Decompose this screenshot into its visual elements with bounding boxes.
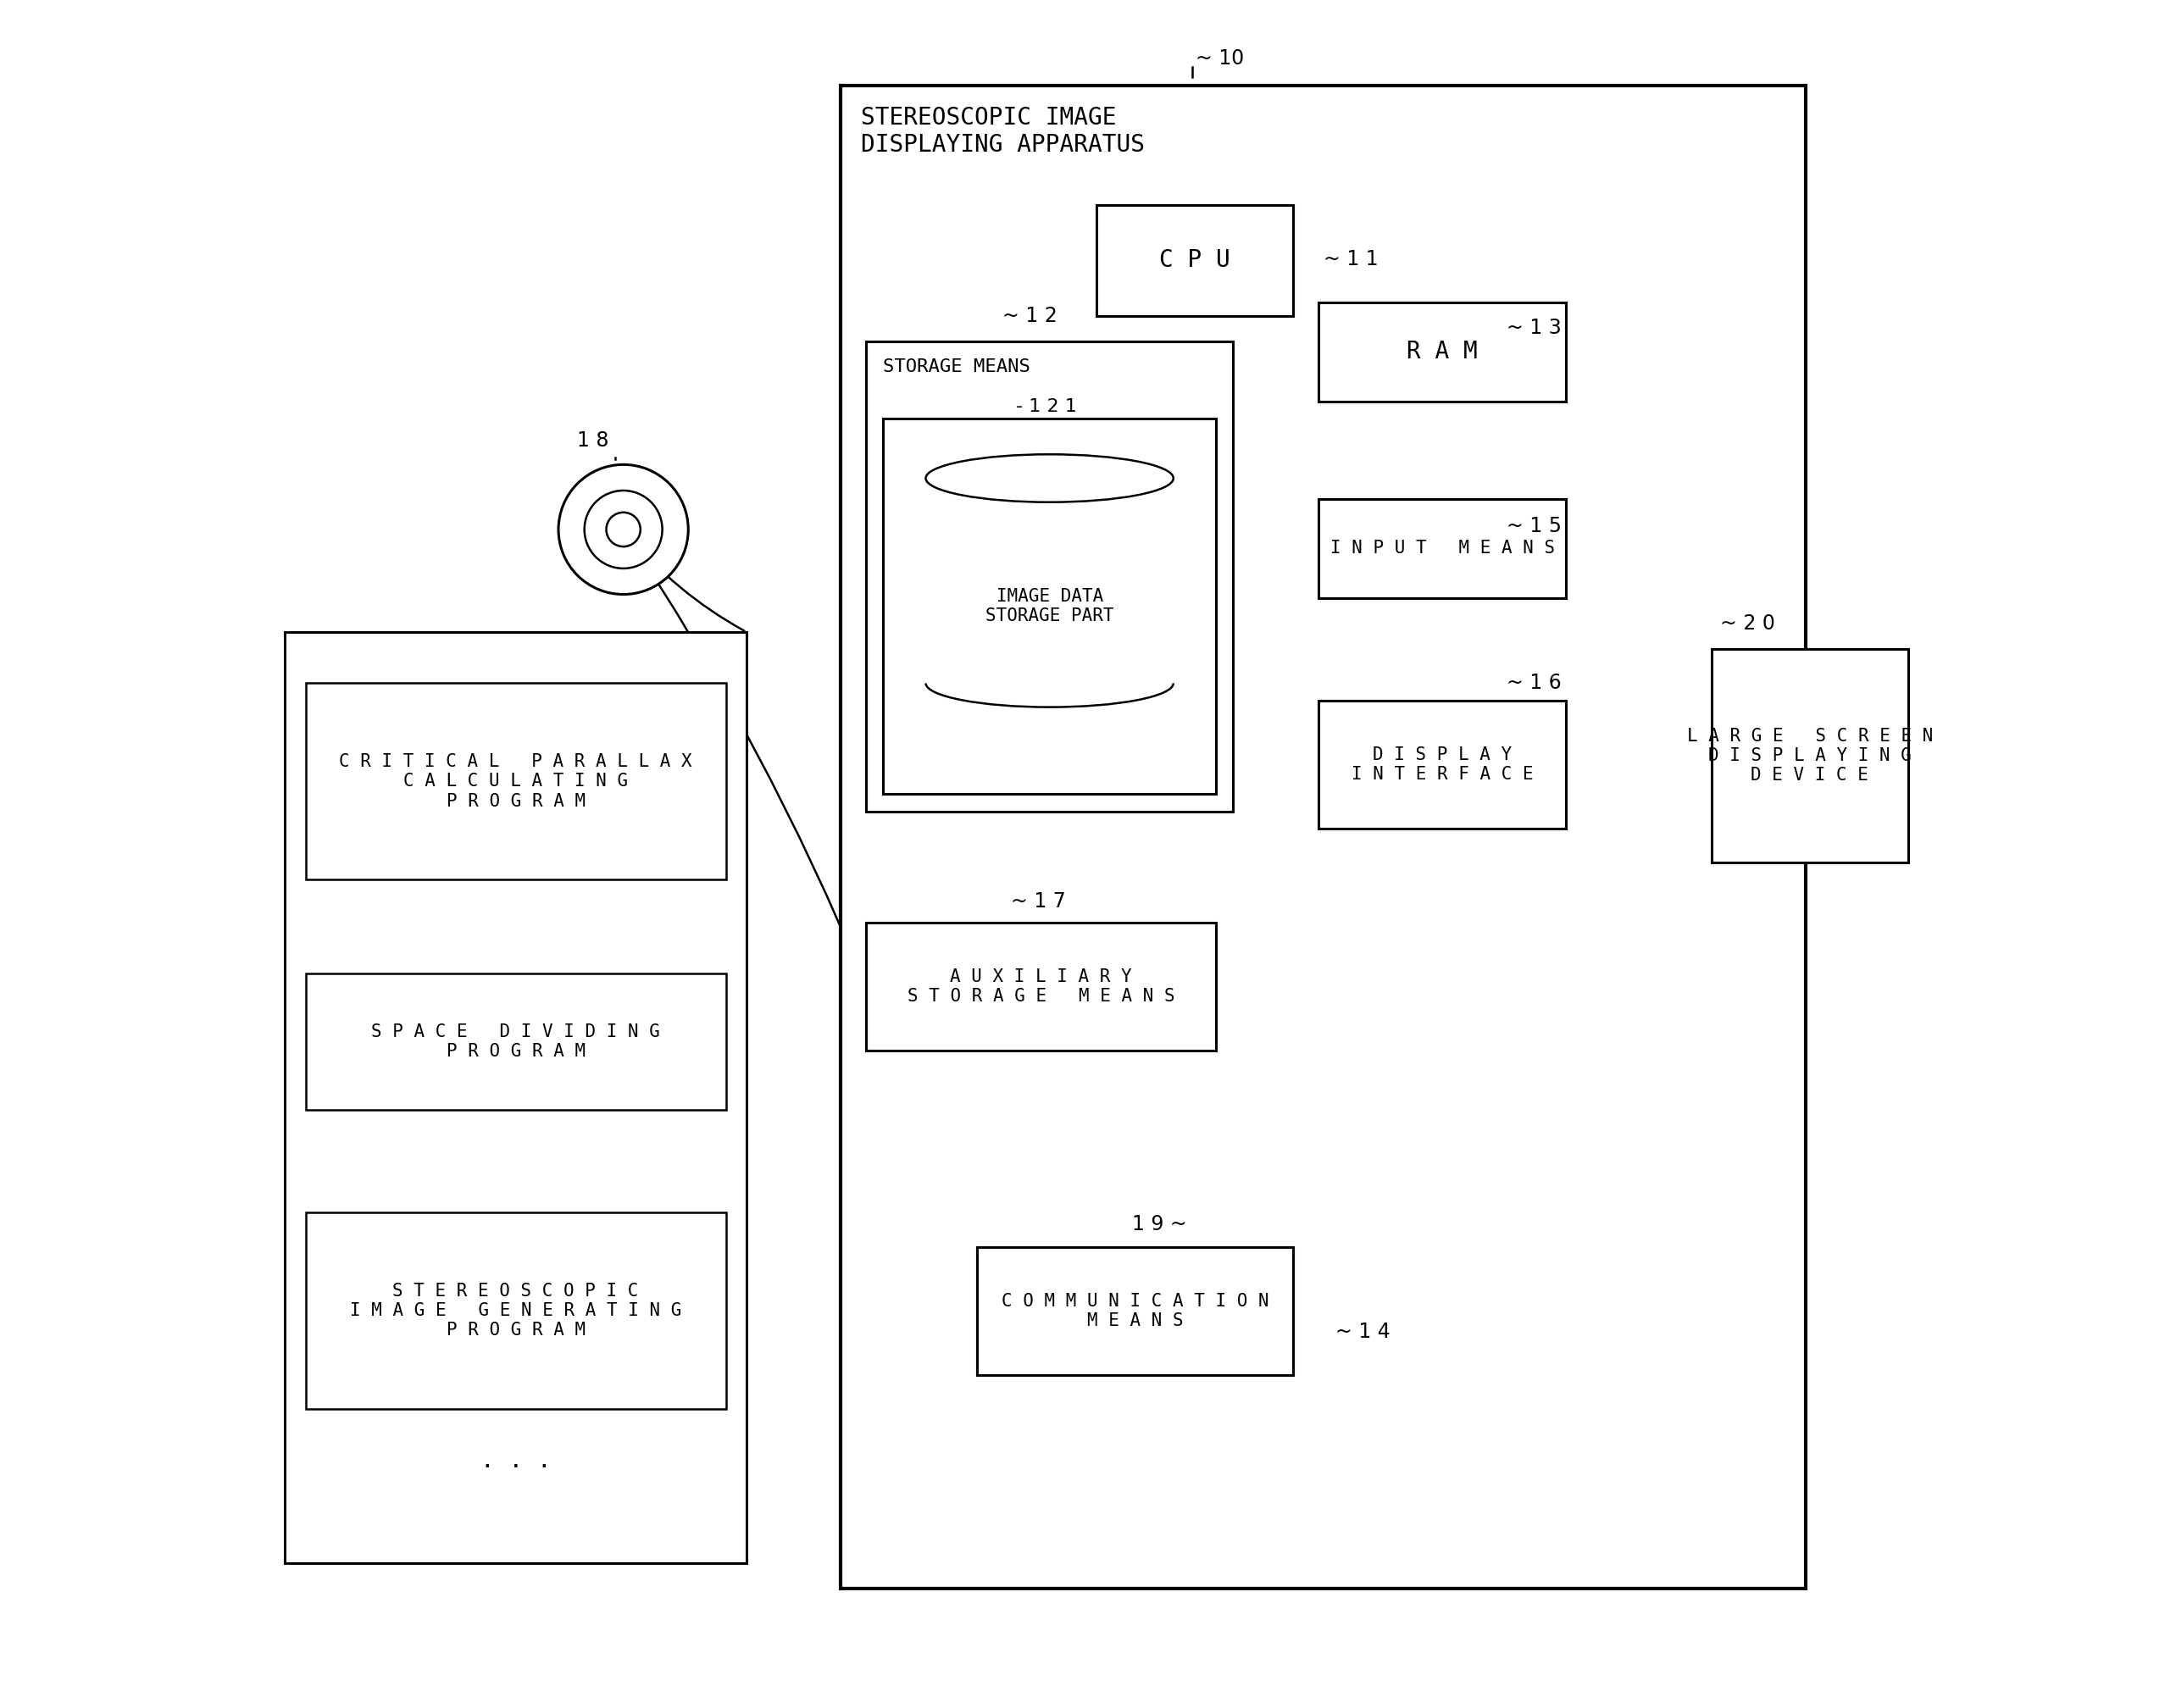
- FancyBboxPatch shape: [285, 632, 746, 1563]
- Circle shape: [559, 465, 688, 594]
- Text: C O M M U N I C A T I O N
M E A N S: C O M M U N I C A T I O N M E A N S: [1001, 1293, 1269, 1329]
- Text: ~ 2 0: ~ 2 0: [1719, 613, 1776, 634]
- Text: 1 9 ~: 1 9 ~: [1132, 1214, 1188, 1235]
- FancyBboxPatch shape: [866, 342, 1234, 811]
- Text: - 1 2 1: - 1 2 1: [1016, 398, 1077, 415]
- FancyBboxPatch shape: [1319, 499, 1567, 598]
- Text: . . .: . . .: [481, 1448, 551, 1472]
- Text: STEREOSCOPIC IMAGE
DISPLAYING APPARATUS: STEREOSCOPIC IMAGE DISPLAYING APPARATUS: [862, 106, 1145, 157]
- FancyBboxPatch shape: [883, 418, 1216, 794]
- FancyBboxPatch shape: [1713, 649, 1908, 863]
- FancyBboxPatch shape: [1097, 205, 1293, 316]
- Text: I N P U T   M E A N S: I N P U T M E A N S: [1330, 540, 1556, 557]
- Ellipse shape: [925, 454, 1173, 502]
- Text: A U X I L I A R Y
S T O R A G E   M E A N S: A U X I L I A R Y S T O R A G E M E A N …: [907, 968, 1175, 1004]
- FancyBboxPatch shape: [866, 922, 1216, 1050]
- FancyBboxPatch shape: [840, 85, 1806, 1588]
- Circle shape: [607, 512, 640, 547]
- FancyBboxPatch shape: [1319, 700, 1567, 828]
- Text: L A R G E   S C R E E N
D I S P L A Y I N G
D E V I C E: L A R G E S C R E E N D I S P L A Y I N …: [1686, 728, 1932, 784]
- Text: ~ 1 1: ~ 1 1: [1323, 249, 1380, 270]
- Text: R A M: R A M: [1408, 340, 1478, 364]
- Text: S T E R E O S C O P I C
I M A G E   G E N E R A T I N G
P R O G R A M: S T E R E O S C O P I C I M A G E G E N …: [350, 1283, 681, 1339]
- Text: STORAGE MEANS: STORAGE MEANS: [883, 359, 1031, 376]
- FancyBboxPatch shape: [305, 683, 727, 880]
- Text: C P U: C P U: [1160, 249, 1229, 272]
- FancyBboxPatch shape: [305, 1213, 727, 1409]
- Text: ~ 1 7: ~ 1 7: [1012, 892, 1066, 912]
- FancyBboxPatch shape: [1319, 302, 1567, 401]
- FancyBboxPatch shape: [305, 974, 727, 1110]
- FancyBboxPatch shape: [977, 1247, 1293, 1375]
- Text: ~ 10: ~ 10: [1195, 48, 1245, 68]
- Text: C R I T I C A L   P A R A L L A X
C A L C U L A T I N G
P R O G R A M: C R I T I C A L P A R A L L A X C A L C …: [339, 753, 692, 810]
- Text: 1 8: 1 8: [577, 430, 609, 451]
- Text: ~ 1 5: ~ 1 5: [1506, 516, 1562, 536]
- Text: ~ 1 6: ~ 1 6: [1506, 673, 1562, 693]
- Text: ~ 1 4: ~ 1 4: [1336, 1322, 1390, 1342]
- Text: D I S P L A Y
I N T E R F A C E: D I S P L A Y I N T E R F A C E: [1351, 746, 1534, 782]
- Text: S P A C E   D I V I D I N G
P R O G R A M: S P A C E D I V I D I N G P R O G R A M: [372, 1023, 659, 1061]
- Text: ~ 1 3: ~ 1 3: [1506, 318, 1562, 338]
- Text: ~ 1 2: ~ 1 2: [1003, 306, 1058, 326]
- Text: IMAGE DATA
STORAGE PART: IMAGE DATA STORAGE PART: [986, 588, 1114, 625]
